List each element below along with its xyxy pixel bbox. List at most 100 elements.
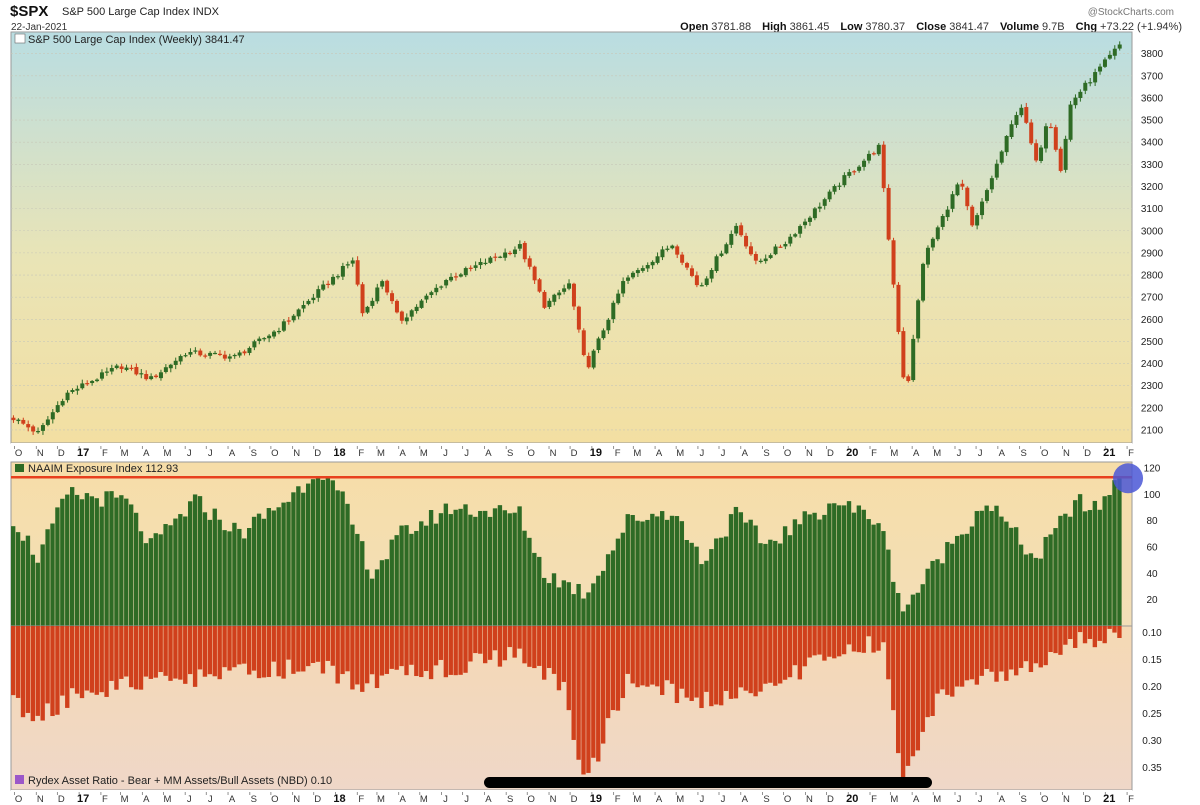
candle-body: [331, 276, 336, 285]
candle-body: [424, 295, 429, 300]
rydex-bar: [114, 626, 119, 690]
rydex-bar: [424, 626, 429, 672]
rydex-panel: 0.10 0.15 0.20 0.25 0.30 0.35 Rydex Asset Rat…: [10, 625, 1162, 791]
candle-body: [173, 360, 178, 365]
x-axis-bottom-tick-label: F: [615, 794, 621, 805]
close-label: Close: [916, 21, 947, 33]
candle-body: [640, 268, 645, 271]
x-axis-top-tick-label: D: [1084, 448, 1091, 459]
naaim-bar: [188, 501, 193, 626]
candle-body: [488, 257, 493, 263]
rydex-bar: [202, 626, 208, 677]
naaim-bar: [158, 534, 163, 626]
rydex-bar: [566, 626, 571, 711]
price-y-tick-label: 3700: [1141, 71, 1164, 82]
rydex-bar: [733, 626, 739, 699]
candle-body: [311, 297, 316, 301]
candle-body: [301, 305, 306, 309]
rydex-bar: [124, 626, 129, 677]
chart-date: 22-Jan-2021: [11, 22, 68, 33]
candle-body: [773, 246, 778, 255]
price-y-tick-label: 3300: [1141, 160, 1164, 171]
rydex-bar: [527, 626, 532, 667]
x-axis-top-ticks: O N D 17 F M A M J J A S O N D 18 F M A M J J A S O N D 19 F M A M J J A S O…: [14, 446, 1134, 459]
naaim-bar: [424, 525, 429, 626]
candle-body: [630, 272, 635, 278]
rydex-bar: [163, 626, 168, 676]
rydex-bar: [261, 626, 267, 678]
rydex-bar: [453, 626, 458, 676]
rydex-bar: [40, 626, 45, 721]
candle-body: [1024, 107, 1029, 123]
candle-body: [714, 256, 719, 272]
naaim-bar: [542, 577, 547, 626]
x-axis-top: O N D 17 F M A M J J A S O N D 18 F M A M J J A S O N D 19 F M A M J J A S O…: [11, 443, 1134, 461]
candle-body: [208, 352, 213, 356]
x-axis-top-tick-label: A: [742, 448, 749, 459]
candle-body: [950, 194, 955, 209]
candle-body: [601, 330, 606, 339]
rydex-bar: [1053, 626, 1058, 654]
rydex-bar: [571, 626, 576, 740]
naaim-bar: [251, 516, 257, 626]
naaim-bar: [1073, 500, 1078, 626]
price-panel-title: S&P 500 Large Cap Index (Weekly) 3841.47: [28, 34, 245, 46]
rydex-bar: [532, 626, 537, 669]
naaim-bar: [114, 497, 119, 626]
candle-body: [124, 367, 129, 370]
naaim-bar: [546, 583, 552, 626]
candle-body: [984, 190, 989, 201]
naaim-bar: [773, 540, 778, 626]
naaim-series-icon: [15, 464, 24, 472]
rydex-panel-title: Rydex Asset Ratio - Bear + MM Assets/Bul…: [28, 775, 332, 787]
naaim-bar: [837, 505, 842, 626]
naaim-bar: [1023, 554, 1029, 626]
rydex-bar: [1097, 626, 1102, 641]
rydex-bar: [25, 626, 31, 713]
candle-body: [586, 355, 591, 368]
naaim-bar: [212, 508, 217, 626]
x-axis-bottom-bg: [11, 790, 1132, 805]
x-axis-bottom-tick-label: D: [314, 794, 321, 805]
naaim-bar: [905, 604, 911, 626]
candle-body: [183, 355, 188, 357]
candle-body: [188, 352, 193, 355]
x-axis-top-tick-label: D: [827, 448, 834, 459]
x-axis-top-tick-label: F: [358, 448, 364, 459]
rydex-bar: [969, 626, 975, 680]
candle-body: [45, 419, 50, 425]
naaim-bar: [153, 533, 158, 626]
rydex-bar: [782, 626, 788, 680]
naaim-bar: [596, 575, 601, 626]
naaim-bar: [1092, 500, 1098, 626]
rydex-bar: [886, 626, 891, 680]
candle-body: [940, 216, 945, 227]
candle-body: [1043, 126, 1048, 149]
naaim-bar: [630, 515, 635, 626]
candle-body: [463, 268, 468, 276]
candle-body: [90, 380, 95, 384]
rydex-bar: [773, 626, 778, 686]
rydex-bar: [1043, 626, 1048, 666]
candle-body: [429, 292, 434, 296]
rydex-bar: [237, 626, 242, 665]
naaim-bar: [345, 503, 350, 626]
rydex-bar: [910, 626, 916, 757]
rydex-bar: [1038, 626, 1043, 668]
naaim-bar: [694, 546, 699, 626]
candle-body: [680, 254, 685, 263]
naaim-bar: [881, 531, 886, 626]
x-axis-bottom-tick-label: A: [485, 794, 492, 805]
rydex-bar: [517, 626, 522, 649]
rydex-bar: [138, 626, 144, 690]
x-axis-top-tick-label: M: [163, 448, 171, 459]
candle-body: [449, 276, 454, 281]
naaim-bar: [974, 511, 980, 626]
candle-body: [729, 233, 734, 245]
candle-body: [788, 236, 793, 244]
naaim-bar: [355, 533, 360, 626]
candle-body: [562, 288, 567, 292]
x-axis-bottom-tick-label: M: [633, 794, 641, 805]
naaim-bar: [232, 522, 237, 626]
rydex-bar: [70, 626, 75, 689]
